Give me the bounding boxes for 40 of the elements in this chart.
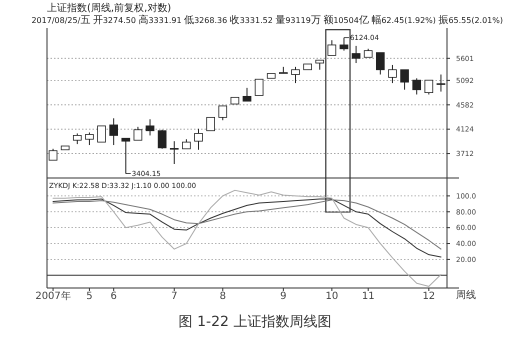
- candlestick: [254, 78, 264, 96]
- candlestick: [134, 126, 142, 141]
- text: 2017/08/25/五 开3274.50 高3331.91 低3268.36 收3331.52 量93119万 额10504亿 幅62.45(1.92%) 振65.55(2.01%): [31, 15, 503, 26]
- candlestick: [315, 60, 324, 70]
- x-tick-label: 2007年: [35, 290, 71, 302]
- candlestick: [146, 118, 154, 136]
- candlestick: [352, 45, 360, 64]
- candlestick: [72, 132, 82, 145]
- x-tick-label: 10: [325, 291, 338, 302]
- x-tick-label: 5: [86, 291, 93, 302]
- candlestick: [328, 40, 336, 56]
- candlestick: [400, 69, 409, 90]
- candlestick: [291, 66, 300, 84]
- x-tick-label: 6: [110, 291, 117, 302]
- x-tick-label: 12: [422, 291, 436, 302]
- candlestick: [376, 52, 385, 75]
- x-tick-label: 11: [362, 291, 375, 302]
- caption: 图 1-22 上证指数周线图: [178, 314, 332, 330]
- candlestick: [170, 140, 179, 165]
- candlestick: [109, 118, 118, 146]
- candlestick: [424, 80, 434, 95]
- line-series: [52, 190, 442, 287]
- candlestick: [242, 87, 252, 102]
- x-tick-label: 7: [171, 291, 178, 302]
- candlestick: [158, 129, 166, 150]
- x-tick-label: 8: [220, 291, 226, 302]
- candlestick: [97, 126, 106, 143]
- candlestick: [436, 74, 446, 92]
- candlestick: [388, 64, 397, 84]
- candlestick: [412, 78, 422, 95]
- x-tick-label: 9: [280, 291, 287, 302]
- candlestick: [85, 132, 94, 146]
- candlestick: [182, 138, 191, 150]
- candlestick: [206, 116, 215, 132]
- candlestick: [194, 128, 203, 150]
- candlestick: [48, 148, 58, 161]
- candlestick: [218, 105, 228, 121]
- x-axis-title: 周线: [456, 289, 476, 301]
- candlestick: [121, 138, 130, 174]
- chart-title: 上证指数(周线,前复权,对数): [47, 2, 172, 14]
